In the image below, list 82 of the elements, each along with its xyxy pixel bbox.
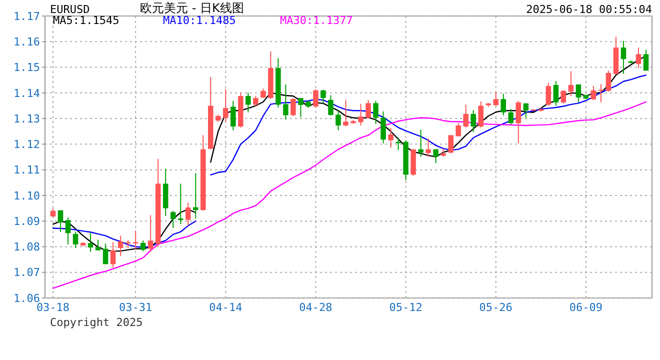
x-tick-label: 04-14 <box>209 301 243 314</box>
candlestick <box>132 230 138 250</box>
y-tick-label: 1.08 <box>14 240 40 254</box>
candlestick <box>643 49 649 72</box>
candlestick <box>560 90 566 104</box>
candlestick <box>456 122 461 137</box>
chart-title: 欧元美元 - 日K线图 <box>140 1 244 15</box>
candlestick <box>508 108 514 125</box>
candlestick <box>253 95 258 106</box>
x-tick-label: 05-26 <box>479 301 512 314</box>
y-tick-label: 1.16 <box>14 35 40 48</box>
candlestick <box>118 235 124 256</box>
y-tick-label: 1.10 <box>14 189 40 202</box>
candlestick <box>598 84 604 103</box>
candlestick <box>110 242 116 268</box>
chart-subtitle: EURUSD <box>50 3 90 16</box>
line-series <box>52 101 647 289</box>
x-tick-label: 05-12 <box>389 301 422 314</box>
candlestick <box>178 183 184 225</box>
candlestick <box>65 217 71 245</box>
candlestick <box>448 134 454 154</box>
candlestick <box>290 98 296 116</box>
candlestick <box>148 214 154 252</box>
x-tick-label: 03-31 <box>119 301 152 314</box>
candlestick <box>636 47 642 69</box>
x-tick-label: 04-28 <box>299 301 332 314</box>
candlestick <box>283 84 288 120</box>
candlestick <box>336 110 341 131</box>
y-tick-label: 1.17 <box>14 10 40 23</box>
candlestick <box>576 84 582 103</box>
candlestick <box>72 231 78 249</box>
candlestick <box>223 88 228 123</box>
candlestick <box>516 100 522 144</box>
text: MA30:1.1377 <box>280 14 353 27</box>
candlestick <box>590 85 596 101</box>
y-tick-label: 1.11 <box>14 164 40 177</box>
text: MA10:1.1485 <box>163 14 236 27</box>
candlestick <box>246 92 251 113</box>
text: 2025-06-18 00:55:04 <box>526 3 652 16</box>
candlestick <box>185 202 191 226</box>
candlestick <box>388 128 394 148</box>
candlestick <box>606 70 612 92</box>
candlestick <box>328 94 334 116</box>
candlestick <box>470 110 476 133</box>
candlestick <box>192 172 198 220</box>
candlestick <box>478 100 484 128</box>
candlestick <box>418 129 424 158</box>
candlestick <box>493 91 498 106</box>
text: MA5:1.1545 <box>53 14 120 27</box>
y-tick-label: 1.15 <box>14 61 40 74</box>
y-tick-label: 1.13 <box>14 112 40 126</box>
candlestick <box>433 148 438 164</box>
y-tick-label: 1.09 <box>14 214 40 228</box>
x-tick-label: 03-18 <box>36 301 70 314</box>
candlestick <box>358 103 364 126</box>
candlestick <box>426 138 431 158</box>
text: Copyright 2025 <box>50 316 143 329</box>
candlestick <box>546 82 552 106</box>
candlestick <box>58 210 64 233</box>
candlestick <box>523 102 529 118</box>
candlestick <box>313 88 318 108</box>
candlestick <box>260 88 266 99</box>
candlestick <box>568 70 574 96</box>
candlestick <box>102 243 108 265</box>
candlestick <box>463 104 468 128</box>
candlestick <box>366 99 371 120</box>
candlestick <box>553 80 559 106</box>
y-tick-label: 1.14 <box>14 86 40 100</box>
y-tick-label: 1.07 <box>14 266 40 280</box>
candlestick <box>230 100 236 131</box>
candlestick <box>373 100 378 124</box>
candlestick <box>380 110 386 144</box>
candlestick <box>500 93 506 116</box>
candlestick <box>298 98 304 118</box>
candlestick <box>140 240 146 252</box>
candlestick <box>620 40 626 74</box>
candlestick <box>88 232 94 252</box>
x-tick-label: 06-09 <box>569 301 603 314</box>
candlestick <box>320 89 326 104</box>
candlestick <box>170 210 176 229</box>
candlestick <box>343 99 348 127</box>
y-tick-label: 1.12 <box>14 138 40 152</box>
